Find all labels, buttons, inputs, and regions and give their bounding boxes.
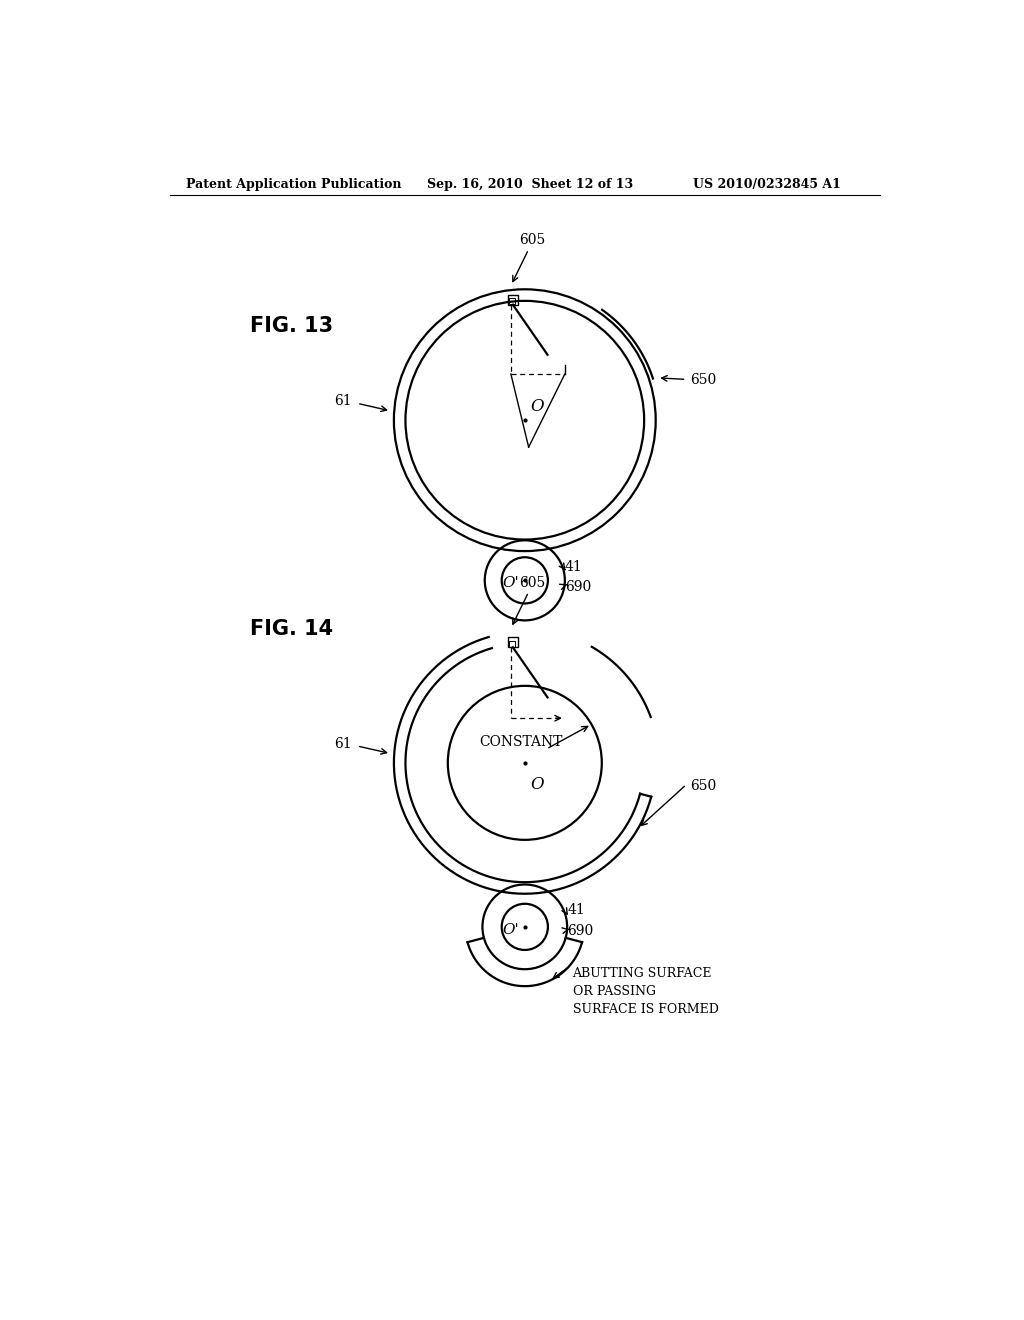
Text: Sep. 16, 2010  Sheet 12 of 13: Sep. 16, 2010 Sheet 12 of 13 <box>427 178 633 190</box>
Text: O: O <box>530 397 544 414</box>
Text: 41: 41 <box>565 560 583 573</box>
Text: 650: 650 <box>690 374 717 387</box>
Bar <box>508 638 518 647</box>
Text: US 2010/0232845 A1: US 2010/0232845 A1 <box>692 178 841 190</box>
Bar <box>509 640 515 647</box>
Bar <box>508 294 518 305</box>
Text: O: O <box>530 776 544 793</box>
Text: O': O' <box>503 923 519 937</box>
Text: 61: 61 <box>334 737 351 751</box>
Bar <box>509 298 515 304</box>
Text: 61: 61 <box>334 393 351 408</box>
Text: ABUTTING SURFACE
OR PASSING
SURFACE IS FORMED: ABUTTING SURFACE OR PASSING SURFACE IS F… <box>572 966 719 1016</box>
Text: 690: 690 <box>565 579 591 594</box>
Text: FIG. 14: FIG. 14 <box>250 619 333 639</box>
Text: 605: 605 <box>519 576 546 590</box>
Text: 690: 690 <box>567 924 593 937</box>
Text: 605: 605 <box>519 232 546 247</box>
Text: Patent Application Publication: Patent Application Publication <box>186 178 401 190</box>
Text: CONSTANT: CONSTANT <box>479 735 562 748</box>
Text: O': O' <box>503 577 519 590</box>
Text: 650: 650 <box>690 779 717 793</box>
Text: FIG. 13: FIG. 13 <box>250 317 333 337</box>
Text: 41: 41 <box>567 903 585 917</box>
